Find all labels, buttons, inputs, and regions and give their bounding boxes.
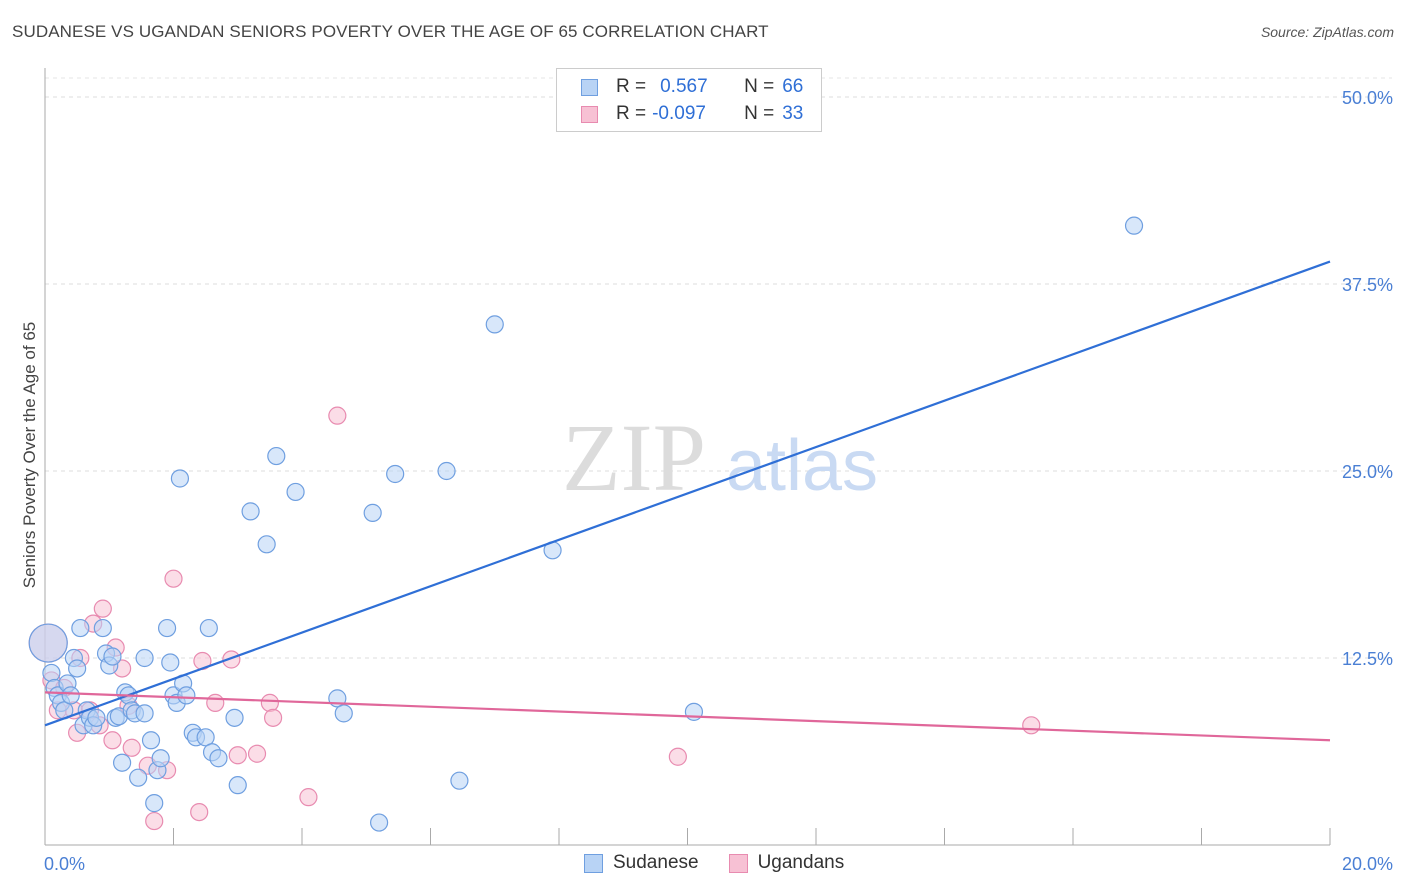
series-legend: Sudanese Ugandans	[584, 852, 874, 874]
sudanese-point	[257, 535, 276, 554]
sudanese-point	[161, 653, 180, 672]
legend-label-ugandans: Ugandans	[757, 852, 845, 873]
ugandans-point	[228, 746, 247, 765]
sudanese-point	[135, 648, 154, 668]
legend-r-value: -0.097	[652, 103, 706, 124]
sudanese-point	[129, 768, 148, 787]
sudanese-point	[228, 776, 247, 795]
sudanese-point	[151, 749, 170, 768]
legend-n-value: 66	[782, 76, 804, 97]
correlation-legend: R = 0.567 N = 66 R = -0.097 N = 33	[556, 68, 822, 132]
ugandans-point	[93, 599, 112, 618]
trendlines	[44, 260, 1331, 742]
legend-row-ugandans: R = -0.097 N = 33	[581, 101, 803, 127]
sudanese-point	[170, 469, 190, 488]
sudanese-trendline	[44, 260, 1331, 727]
sudanese-point	[71, 618, 90, 638]
ugandans-point	[247, 744, 267, 763]
sudanese-point	[68, 659, 87, 678]
ugandans-point	[164, 569, 183, 588]
watermark: ZIP atlas	[562, 404, 878, 511]
sudanese-point	[112, 753, 132, 772]
sudanese-point	[87, 708, 106, 727]
legend-r-value: 0.567	[660, 76, 708, 97]
sudanese-point	[177, 686, 196, 705]
legend-r-label: R =	[616, 103, 647, 124]
tick-labels: 12.5% 25.0% 37.5% 50.0% 0.0% 20.0%	[44, 88, 1393, 874]
ugandans-point	[668, 747, 687, 766]
sudanese-point	[28, 623, 68, 663]
ugandans-point	[260, 693, 279, 712]
legend-swatch-pink	[581, 105, 598, 123]
y-tick-label: 50.0%	[1342, 88, 1393, 108]
y-tick-label: 25.0%	[1342, 462, 1393, 482]
sudanese-point	[103, 647, 122, 666]
sudanese-point	[241, 502, 260, 521]
sudanese-point	[61, 686, 80, 705]
legend-swatch-sudanese	[584, 853, 603, 873]
y-tick-label: 37.5%	[1342, 275, 1393, 295]
ugandans-point	[328, 406, 347, 425]
x-tick-label-min: 0.0%	[44, 854, 85, 874]
ugandans-point	[299, 788, 318, 807]
y-tick-label: 12.5%	[1342, 649, 1393, 669]
sudanese-point	[286, 482, 305, 502]
ugandans-point	[222, 650, 241, 669]
legend-n-label: N =	[744, 76, 775, 97]
sudanese-point	[334, 704, 353, 723]
legend-item-ugandans: Ugandans	[728, 852, 845, 874]
ugandans-point	[1022, 716, 1041, 735]
ugandans-point	[190, 802, 209, 822]
chart-title: SUDANESE VS UGANDAN SENIORS POVERTY OVER…	[12, 22, 769, 41]
sudanese-point	[157, 618, 177, 638]
ugandans-point	[263, 708, 283, 727]
gridlines	[45, 77, 1392, 659]
legend-row-sudanese: R = 0.567 N = 66	[581, 74, 803, 100]
legend-label-sudanese: Sudanese	[613, 852, 699, 873]
sudanese-point	[199, 618, 218, 638]
sudanese-point	[450, 771, 469, 790]
sudanese-point	[370, 813, 389, 832]
legend-item-sudanese: Sudanese	[584, 852, 699, 874]
sudanese-point	[267, 446, 286, 466]
sudanese-point	[93, 618, 112, 638]
sudanese-point	[145, 794, 164, 813]
sudanese-point	[42, 663, 61, 683]
ugandans-point	[145, 811, 164, 831]
watermark-atlas: atlas	[726, 426, 878, 506]
sudanese-point	[437, 461, 456, 481]
sudanese-point	[135, 704, 154, 723]
watermark-zip: ZIP	[562, 404, 706, 511]
sudanese-point	[386, 464, 405, 484]
sudanese-points	[28, 216, 1144, 832]
sudanese-point	[1124, 216, 1144, 235]
sudanese-point	[141, 731, 161, 750]
legend-n-label: N =	[744, 103, 775, 124]
legend-n-value: 33	[782, 103, 804, 124]
legend-swatch-ugandans	[728, 853, 748, 873]
sudanese-point	[363, 503, 382, 522]
sudanese-point	[196, 728, 215, 747]
axes	[44, 68, 1331, 846]
sudanese-point	[225, 708, 244, 727]
legend-swatch-blue	[581, 78, 598, 96]
ugandans-point	[122, 738, 141, 757]
ugandans-point	[103, 731, 122, 750]
x-tick-label-max: 20.0%	[1342, 854, 1393, 874]
sudanese-point	[485, 315, 504, 334]
ugandans-trendline	[44, 691, 1331, 742]
source-label: Source: ZipAtlas.com	[1260, 24, 1394, 40]
ugandans-point	[206, 693, 225, 712]
sudanese-point	[209, 749, 228, 768]
legend-r-label: R =	[616, 76, 647, 97]
